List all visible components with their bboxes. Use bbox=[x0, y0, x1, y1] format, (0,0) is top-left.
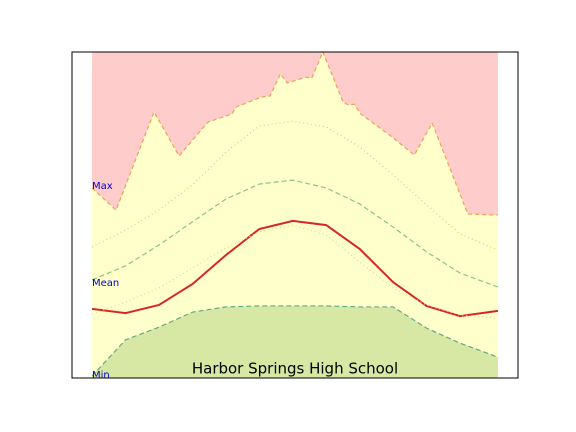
line bbox=[91, 305, 499, 377]
annotation: Min bbox=[92, 370, 110, 381]
line bbox=[91, 179, 499, 288]
line bbox=[91, 219, 499, 318]
annotation: Mean bbox=[92, 278, 119, 289]
area-fill bbox=[92, 52, 498, 215]
area-fill bbox=[92, 305, 498, 378]
annotation: Max bbox=[92, 181, 113, 192]
frame bbox=[71, 51, 519, 379]
chart-title: Harbor Springs High School bbox=[192, 360, 398, 378]
plot-area bbox=[91, 50, 499, 378]
line bbox=[91, 120, 499, 251]
line bbox=[91, 50, 498, 216]
